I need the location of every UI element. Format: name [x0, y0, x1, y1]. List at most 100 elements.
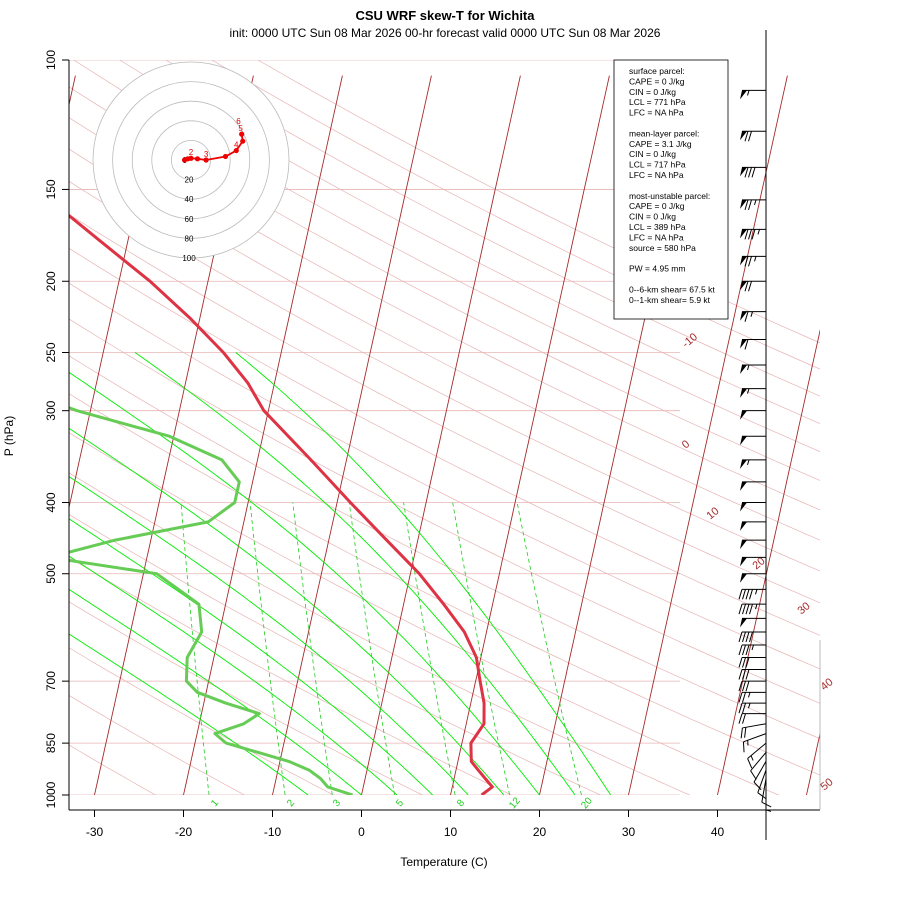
wind-barb — [740, 573, 766, 583]
barb-flag — [740, 199, 747, 209]
barb-flag — [740, 502, 747, 512]
barb-shaft — [757, 769, 767, 793]
isotherm-line — [450, 75, 610, 795]
isotherm-line — [717, 328, 820, 795]
wind-barb — [740, 338, 766, 350]
barb-full — [738, 703, 743, 714]
y-tick-label: 700 — [44, 671, 58, 691]
barb-full — [757, 792, 767, 800]
y-tick-label: 850 — [44, 733, 58, 753]
temperature-profile — [69, 213, 494, 795]
barb-flag — [740, 365, 747, 374]
wind-barb — [738, 680, 766, 692]
chart-subtitle: init: 0000 UTC Sun 08 Mar 2026 00-hr for… — [230, 26, 661, 40]
barb-half — [747, 90, 750, 96]
barb-full — [748, 199, 752, 211]
moist-adiabat — [134, 352, 576, 795]
barb-half — [750, 755, 754, 761]
dry-adiabat — [69, 601, 424, 795]
barb-flag — [740, 436, 747, 446]
sounding-profiles — [69, 213, 494, 795]
barb-full — [738, 644, 743, 656]
barb-full — [738, 631, 743, 643]
info-line: 0--6-km shear= 67.5 kt — [629, 284, 715, 294]
moist-adiabat — [69, 633, 309, 795]
dry-adiabat — [257, 60, 820, 344]
info-line: LCL = 389 hPa — [629, 222, 686, 232]
hodograph-ring-label: 60 — [185, 215, 194, 224]
barb-full — [738, 657, 743, 668]
isotherm-line — [628, 75, 788, 795]
moist-adiabat — [69, 476, 469, 795]
wind-barb — [757, 769, 767, 800]
barb-full — [749, 604, 753, 615]
mixing-ratio-label: 8 — [455, 797, 467, 809]
barb-half — [754, 199, 757, 206]
barb-flag — [740, 459, 747, 469]
barb-shaft — [742, 723, 767, 729]
barb-full — [738, 589, 743, 600]
wind-barb — [740, 388, 766, 398]
isotherm-label: 10 — [705, 505, 722, 522]
info-line: LCL = 717 hPa — [629, 160, 686, 170]
mixing-ratio-label: 12 — [507, 795, 523, 811]
barb-flag — [740, 256, 747, 266]
barb-full — [745, 589, 750, 600]
mixing-ratio-line — [292, 502, 333, 795]
mixing-ratio-line — [452, 502, 510, 795]
hodograph-ring — [131, 100, 251, 220]
hodograph-point-label: 5 — [238, 124, 243, 133]
barb-full — [753, 781, 762, 791]
barb-shaft — [750, 752, 767, 772]
barb-flag — [740, 521, 747, 531]
info-line: CAPE = 0 J/kg — [629, 76, 685, 86]
y-tick-label: 500 — [44, 563, 58, 583]
moist-adiabat — [69, 427, 505, 795]
y-tick-label: 200 — [44, 271, 58, 291]
isotherm-label: 0 — [680, 438, 692, 451]
barb-full — [751, 229, 756, 240]
isotherm-line — [183, 75, 343, 795]
barb-full — [749, 589, 753, 600]
wind-barb — [740, 199, 766, 211]
dry-adiabat — [69, 514, 602, 795]
barb-full — [738, 681, 743, 692]
mixing-ratio-label: 2 — [285, 797, 297, 809]
wind-barb — [740, 364, 766, 374]
wind-barb — [740, 539, 766, 550]
barb-half — [747, 364, 750, 371]
dry-adiabat — [73, 60, 820, 453]
hodograph-ring-label: 20 — [185, 176, 194, 185]
wind-barb — [753, 761, 767, 791]
y-tick-label: 150 — [44, 179, 58, 199]
barb-flag — [740, 388, 747, 398]
info-line: LFC = NA hPa — [629, 108, 684, 118]
x-tick-label: 30 — [622, 825, 636, 839]
hodograph-point — [194, 156, 201, 162]
hodograph-ring-label: 80 — [185, 234, 194, 243]
mixing-ratio-line — [516, 502, 582, 795]
wind-barb — [738, 691, 766, 703]
hodograph-point — [233, 147, 239, 154]
barb-full — [744, 167, 749, 178]
chart-title: CSU WRF skew-T for Wichita — [355, 8, 535, 23]
info-line: LFC = NA hPa — [629, 170, 684, 180]
wind-barbs — [738, 89, 772, 812]
info-line: LFC = NA hPa — [629, 232, 684, 242]
dry-adiabat — [165, 60, 820, 397]
mixing-ratio-line — [249, 502, 286, 795]
dewpoint-profile — [69, 406, 354, 795]
wind-barb — [740, 435, 766, 446]
hodograph-point — [222, 153, 229, 160]
dry-adiabat — [69, 647, 335, 795]
barb-flag — [740, 167, 747, 177]
barb-full — [742, 692, 746, 703]
x-tick-label: 40 — [711, 825, 725, 839]
barb-half — [765, 809, 772, 812]
wind-barb — [738, 656, 766, 668]
barb-flag — [740, 339, 747, 349]
info-line: CAPE = 0 J/kg — [629, 201, 685, 211]
hodograph-ring — [92, 61, 290, 259]
